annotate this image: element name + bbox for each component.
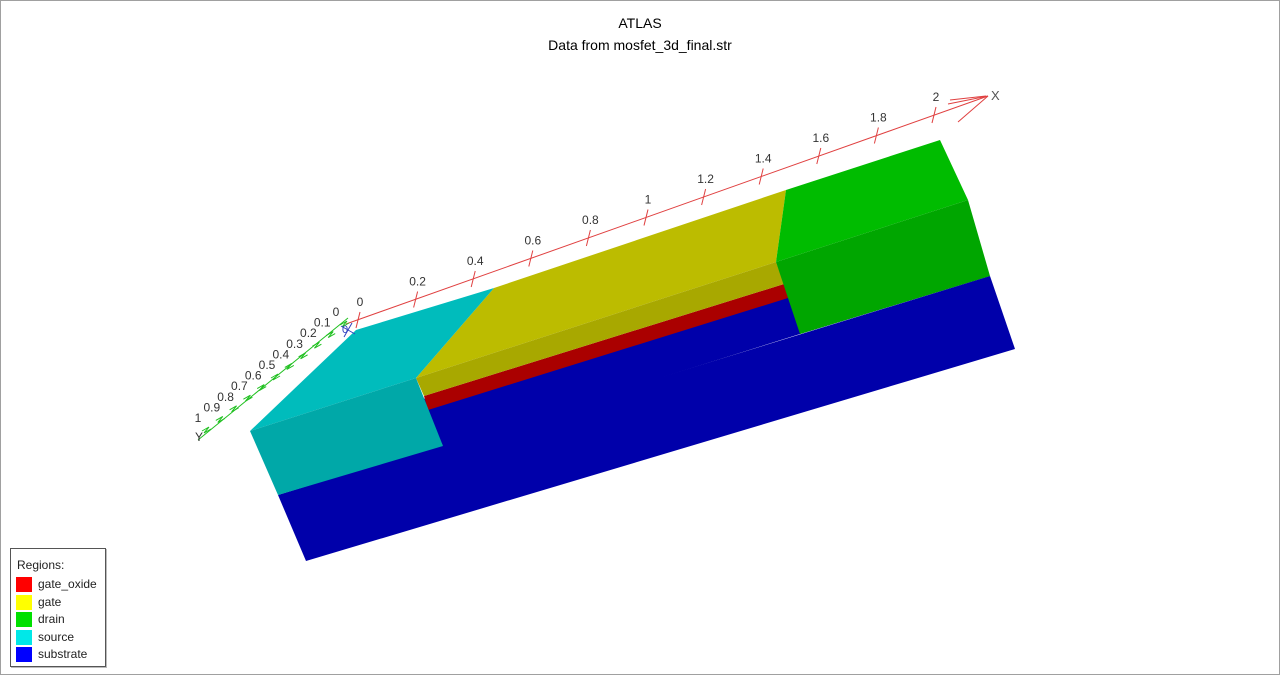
x-tick-mark	[413, 291, 419, 308]
z-axis-label: 0	[342, 324, 348, 336]
legend-label: source	[38, 630, 75, 644]
y-tick-mark	[215, 415, 226, 423]
y-tick-label: 1	[195, 411, 202, 425]
legend-swatch	[16, 595, 32, 610]
legend-swatch	[16, 577, 32, 592]
y-tick-mark	[243, 394, 253, 402]
y-tick-label: 0	[333, 305, 340, 319]
x-tick-label: 0	[357, 295, 364, 309]
x-tick-label: 1.4	[755, 152, 772, 166]
y-tick-label: 0.5	[259, 358, 276, 372]
y-tick-label: 0.6	[245, 369, 262, 383]
y-tick-label: 0.2	[300, 326, 317, 340]
legend-item-substrate: substrate	[16, 646, 104, 663]
x-axis-label: X	[991, 88, 1000, 103]
x-tick-label: 1	[645, 193, 652, 207]
y-tick-label: 0.9	[203, 400, 220, 414]
z-axis-mark-b	[343, 322, 353, 338]
y-axis-ticks: 00.10.20.30.40.50.60.70.80.91	[195, 305, 350, 434]
legend-item-gate: gate	[16, 594, 104, 611]
x-tick-label: 1.8	[870, 111, 887, 125]
gate-top	[416, 190, 786, 378]
x-tick-mark	[931, 106, 937, 124]
x-tick-mark	[758, 168, 764, 185]
legend-label: gate_oxide	[38, 577, 97, 591]
y-tick-mark	[325, 331, 336, 339]
y-tick-label: 0.4	[272, 347, 289, 361]
legend-title: Regions:	[17, 558, 65, 572]
x-tick-label: 2	[933, 90, 940, 104]
legend-label: gate	[38, 595, 62, 609]
drain-top	[776, 140, 968, 262]
x-axis-line	[345, 95, 989, 325]
y-tick-mark	[270, 373, 281, 381]
y-tick-label: 0.3	[286, 337, 303, 351]
legend-swatch	[16, 612, 32, 627]
legend-swatch	[16, 647, 32, 662]
x-tick-mark	[355, 311, 361, 329]
x-tick-label: 1.6	[812, 131, 829, 145]
x-tick-mark	[643, 209, 649, 226]
x-tick-label: 0.4	[467, 254, 484, 268]
x-tick-mark	[585, 229, 591, 247]
y-tick-mark	[256, 384, 267, 392]
legend-label: drain	[38, 612, 65, 626]
drain-front	[776, 200, 990, 334]
y-tick-mark	[229, 405, 239, 413]
x-tick-mark	[816, 147, 822, 165]
x-tick-mark	[701, 188, 707, 206]
x-tick-label: 0.6	[524, 234, 541, 248]
y-tick-label: 0.8	[217, 390, 234, 404]
y-axis-label: Y	[195, 430, 203, 444]
x-axis-ticks: 0 0.2 0.4 0.6 0.8 1 1.2 1.4 1.6 1.8 2	[355, 90, 940, 329]
x-tick-mark	[528, 250, 534, 267]
x-tick-label: 1.2	[697, 172, 714, 186]
y-tick-mark	[312, 341, 322, 349]
x-arrow-stroke	[949, 95, 987, 101]
x-arrow-stroke	[957, 95, 989, 123]
x-tick-mark	[470, 270, 476, 288]
legend-swatch	[16, 630, 32, 645]
y-tick-mark	[339, 320, 350, 328]
legend-label: substrate	[38, 647, 88, 661]
regions-legend: Regions: gate_oxide gate drain source su…	[10, 548, 106, 667]
legend-item-drain: drain	[16, 611, 104, 628]
gate-oxide-front	[424, 284, 788, 410]
x-axis-arrow	[947, 95, 989, 123]
x-arrow-stroke	[947, 95, 989, 105]
substrate-body	[278, 276, 1015, 561]
x-tick-mark	[873, 127, 879, 144]
y-tick-mark	[201, 426, 212, 434]
x-tick-label: 0.2	[409, 275, 426, 289]
y-tick-label: 0.1	[314, 316, 331, 330]
legend-item-gate-oxide: gate_oxide	[16, 576, 104, 593]
plot-subtitle: Data from mosfet_3d_final.str	[548, 37, 732, 53]
source-top	[250, 288, 494, 431]
plot-title: ATLAS	[618, 15, 662, 31]
y-tick-mark	[284, 362, 295, 370]
y-tick-mark	[298, 352, 308, 360]
legend-item-source: source	[16, 629, 104, 646]
y-tick-label: 0.7	[231, 379, 248, 393]
x-tick-label: 0.8	[582, 213, 599, 227]
gate-front	[416, 262, 784, 396]
source-front	[250, 378, 443, 495]
